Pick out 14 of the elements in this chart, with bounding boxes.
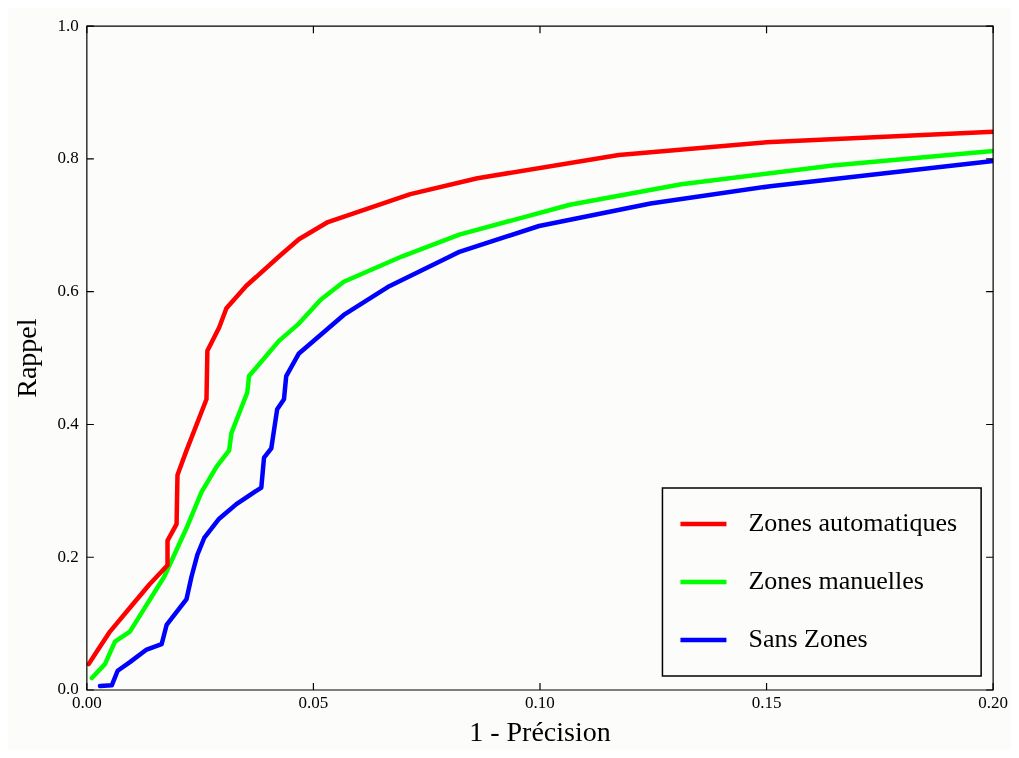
y-tick-label: 0.2 (57, 546, 79, 566)
x-tick-label: 0.05 (298, 692, 329, 712)
y-tick-label: 0.6 (57, 281, 79, 301)
y-tick-label: 1.0 (57, 15, 79, 35)
y-axis-title: Rappel (11, 318, 43, 398)
legend-label: Sans Zones (748, 623, 868, 653)
x-tick-label: 0.15 (751, 692, 782, 712)
x-axis-title: 1 - Précision (469, 715, 611, 747)
y-tick-label: 0.8 (57, 148, 79, 168)
legend-label: Zones automatiques (748, 507, 958, 537)
y-tick-label: 0.4 (57, 413, 80, 433)
x-tick-label: 0.20 (978, 692, 1008, 712)
x-tick-label: 0.10 (525, 692, 555, 712)
legend-label: Zones manuelles (748, 565, 924, 595)
